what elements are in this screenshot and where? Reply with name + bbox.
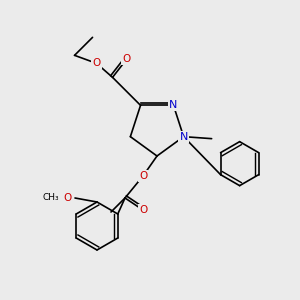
Text: O: O <box>63 193 71 203</box>
Text: O: O <box>92 58 101 68</box>
Text: N: N <box>169 100 178 110</box>
Text: O: O <box>122 54 131 64</box>
Text: N: N <box>179 132 188 142</box>
Text: O: O <box>139 205 147 215</box>
Text: CH₃: CH₃ <box>43 194 59 202</box>
Text: O: O <box>139 171 147 181</box>
